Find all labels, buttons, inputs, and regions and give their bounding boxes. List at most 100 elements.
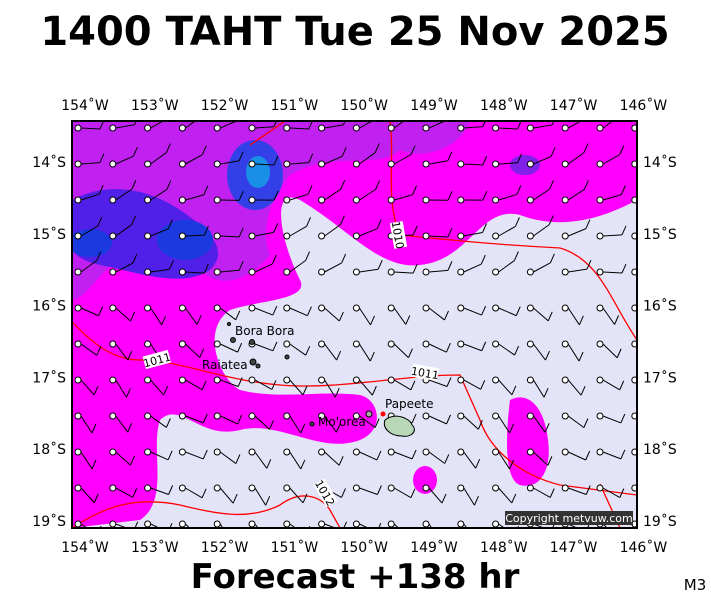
lat-label: 15˚S xyxy=(643,226,677,243)
barb-staff xyxy=(602,487,621,499)
barb-staff xyxy=(324,262,342,273)
barb-staff xyxy=(80,162,100,165)
station xyxy=(422,232,430,240)
barb-staff xyxy=(115,124,135,129)
barb-staff xyxy=(289,343,307,356)
station xyxy=(283,340,291,348)
barb-staff xyxy=(289,523,297,528)
barb-flag xyxy=(203,185,209,196)
station xyxy=(109,196,117,204)
station xyxy=(109,448,117,456)
barb-flag xyxy=(338,311,344,322)
station xyxy=(352,484,360,492)
barb-flag xyxy=(131,215,137,225)
barb-staff xyxy=(533,451,549,466)
station xyxy=(596,412,604,420)
barb-staff xyxy=(498,523,506,528)
barb-staff xyxy=(254,379,273,390)
barb-staff xyxy=(289,451,302,470)
station xyxy=(561,196,569,204)
lat-label: 17˚S xyxy=(643,369,677,386)
station xyxy=(213,304,221,312)
station xyxy=(596,340,604,348)
barb-flag xyxy=(134,121,137,125)
barb-staff xyxy=(568,228,587,237)
barb-flag xyxy=(305,345,311,356)
station xyxy=(283,448,291,456)
lon-label: 153˚W xyxy=(131,539,179,556)
barb-staff xyxy=(567,343,580,362)
barb-flag xyxy=(509,459,515,470)
station xyxy=(248,520,256,528)
station xyxy=(352,520,360,528)
barb-staff xyxy=(324,379,336,398)
place-label: Papeete xyxy=(385,397,434,411)
barb-flag xyxy=(371,385,377,396)
barb-staff xyxy=(289,225,307,237)
barb-staff xyxy=(150,523,161,528)
barb-flag xyxy=(334,388,340,398)
barb-staff xyxy=(219,451,237,464)
station xyxy=(352,340,360,348)
barb-staff xyxy=(115,487,133,498)
station xyxy=(422,160,430,168)
barb-staff xyxy=(463,379,481,390)
station xyxy=(492,268,500,276)
barb-flag xyxy=(410,380,416,390)
barb-flag xyxy=(513,251,519,261)
barb-flag xyxy=(300,423,306,434)
station xyxy=(74,520,82,528)
barb-staff xyxy=(428,235,449,238)
barb-flag xyxy=(544,423,550,433)
barb-flag xyxy=(480,380,486,390)
station xyxy=(492,124,500,132)
barb-staff xyxy=(638,344,655,352)
station xyxy=(352,196,360,204)
barb-staff xyxy=(289,307,308,317)
station xyxy=(144,232,152,240)
barb-staff xyxy=(498,193,518,201)
barb-flag xyxy=(307,185,313,195)
barb-staff xyxy=(463,343,482,352)
lon-label: 152˚W xyxy=(201,539,249,556)
barb-flag xyxy=(273,121,278,127)
barb-staff xyxy=(359,228,378,237)
barb-staff xyxy=(80,193,100,201)
station xyxy=(248,376,256,384)
station xyxy=(283,376,291,384)
barb-staff xyxy=(463,126,483,129)
barb-staff xyxy=(324,188,342,201)
barb-flag xyxy=(444,310,449,321)
station xyxy=(178,412,186,420)
barb-flag xyxy=(376,485,382,495)
barb-staff xyxy=(602,121,614,129)
barb-staff xyxy=(220,235,240,238)
barb-staff xyxy=(150,228,169,237)
station xyxy=(561,376,569,384)
barb-flag xyxy=(131,179,137,190)
barb-flag xyxy=(410,488,416,498)
barb-staff xyxy=(393,487,412,499)
station xyxy=(213,484,221,492)
barb-flag xyxy=(441,493,447,504)
station xyxy=(178,160,186,168)
station xyxy=(109,520,117,528)
barb-flag xyxy=(237,414,243,425)
station xyxy=(213,268,221,276)
station xyxy=(248,124,256,132)
barb-flag xyxy=(548,215,554,225)
station xyxy=(248,484,256,492)
station xyxy=(492,376,500,384)
station xyxy=(387,160,395,168)
barb-staff xyxy=(115,224,132,237)
barb-flag xyxy=(127,350,133,361)
lon-label: 148˚W xyxy=(480,97,528,114)
barb-flag xyxy=(550,147,556,157)
barb-flag xyxy=(237,377,243,387)
station xyxy=(352,124,360,132)
barb-flag xyxy=(306,217,312,227)
barb-staff xyxy=(567,152,585,165)
station xyxy=(596,448,604,456)
lon-label: 147˚W xyxy=(550,539,598,556)
barb-staff xyxy=(463,451,477,469)
